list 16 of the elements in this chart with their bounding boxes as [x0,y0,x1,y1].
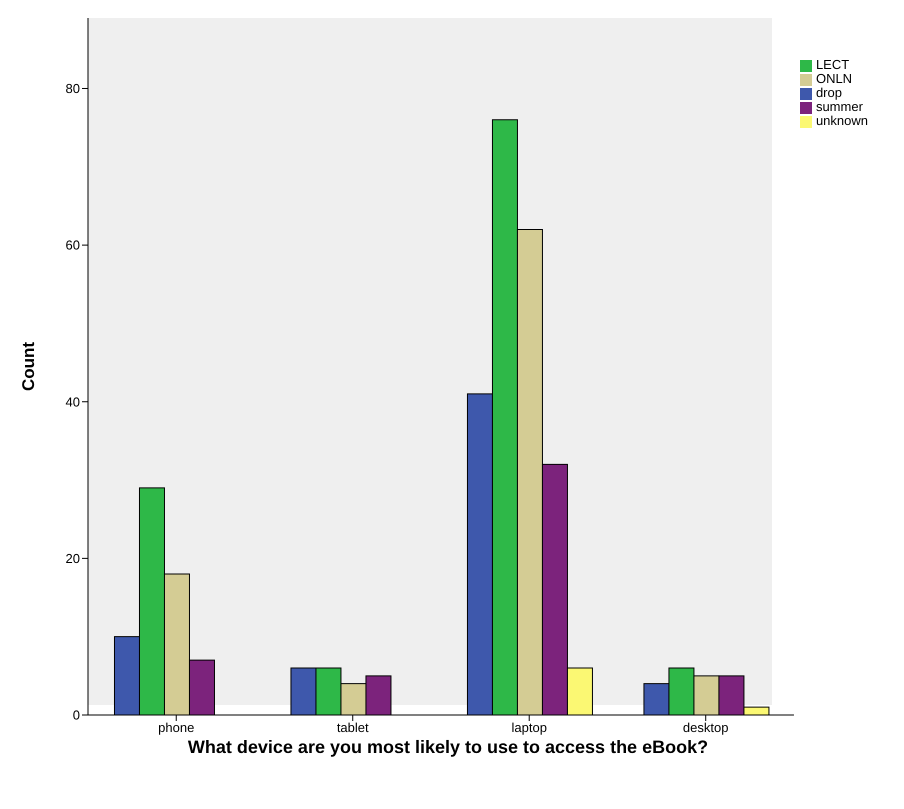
x-tick-label: phone [158,720,194,736]
y-tick-label: 80 [66,81,80,96]
y-tick-label: 0 [72,708,80,723]
y-tick-label: 60 [66,238,80,253]
x-axis-title: What device are you most likely to use to access the eBook? [186,737,710,757]
legend-label: drop [816,85,842,100]
legend-label: summer [816,99,863,114]
y-axis-title: Count [19,342,38,392]
x-tick-label: tablet [336,720,370,736]
x-tick-label: desktop [682,720,728,736]
y-tick-label: 20 [66,550,80,566]
legend-label: unknown [816,113,868,128]
legend-label: LECT [816,57,850,72]
y-tick-label: 40 [66,394,80,410]
legend-label: ONLN [816,71,852,86]
x-tick-label: laptop [512,720,547,736]
